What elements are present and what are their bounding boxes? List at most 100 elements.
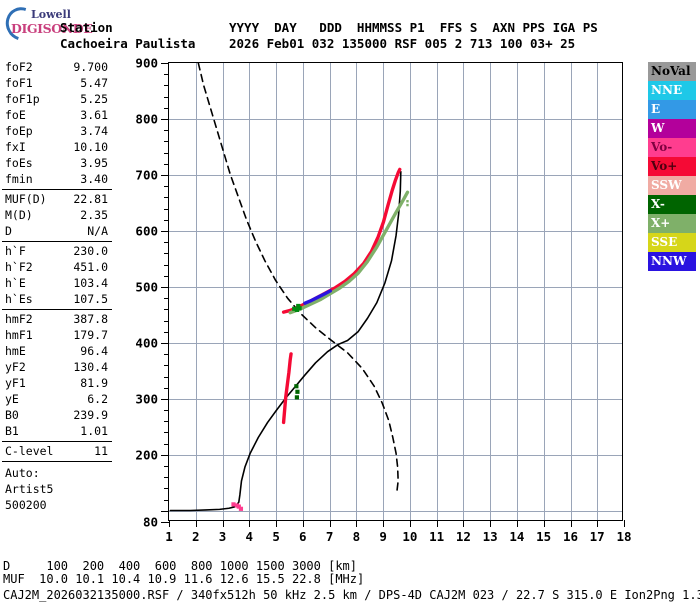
y-axis-label: 400 bbox=[135, 335, 158, 351]
legend-item-nne[interactable]: NNE bbox=[648, 81, 696, 100]
x-tick bbox=[597, 520, 599, 527]
parameter-value: 9.700 bbox=[73, 60, 108, 74]
x-tick bbox=[570, 520, 572, 527]
parameter-value: 1.01 bbox=[80, 424, 108, 438]
legend-item-e[interactable]: E bbox=[648, 100, 696, 119]
x-tick bbox=[249, 520, 251, 527]
x-axis-label: 17 bbox=[589, 529, 605, 544]
y-axis-label: 300 bbox=[135, 391, 158, 407]
y-tick-major bbox=[161, 119, 169, 120]
ionogram-plot[interactable]: 80 200 300 400 500 600 700 800 900 1 2 3 4 5 6 7 8 9 10 11… bbox=[135, 56, 631, 545]
x-axis-label: 18 bbox=[616, 529, 632, 544]
muf-row: M(D) 2.35 bbox=[2, 207, 112, 223]
parameter-value: 3.61 bbox=[80, 108, 108, 122]
profile-row: yF2 130.4 bbox=[2, 359, 112, 375]
gridline-horizontal bbox=[169, 454, 622, 456]
frequency-row: foEs 3.95 bbox=[2, 155, 112, 171]
y-tick-major bbox=[161, 230, 169, 232]
profile-row: hmF1 179.7 bbox=[2, 327, 112, 343]
frequency-row: fmin 3.40 bbox=[2, 171, 112, 187]
y-axis-label: 500 bbox=[135, 279, 158, 295]
parameter-value: 6.2 bbox=[87, 392, 108, 406]
y-axis-label: 900 bbox=[135, 55, 158, 71]
x-axis-label: 10 bbox=[402, 529, 418, 544]
profile-row: B0 239.9 bbox=[2, 407, 112, 423]
parameter-key: foE bbox=[5, 108, 26, 122]
x-tick bbox=[463, 520, 465, 527]
gridline-vertical bbox=[436, 63, 438, 520]
legend-item-vo[interactable]: Vo- bbox=[648, 138, 696, 157]
legend-item-x[interactable]: X+ bbox=[648, 214, 696, 233]
parameter-key: D bbox=[5, 224, 12, 238]
trace-f1-trace-green bbox=[294, 384, 300, 400]
parameter-key: hmE bbox=[5, 344, 26, 358]
y-tick-minor bbox=[164, 376, 169, 378]
parameter-key: h`F2 bbox=[5, 260, 33, 274]
legend-item-w[interactable]: W bbox=[648, 119, 696, 138]
x-tick bbox=[436, 520, 438, 527]
y-tick-minor bbox=[164, 275, 169, 277]
x-axis-label: 13 bbox=[482, 529, 498, 544]
logo-brand-top: Lowell bbox=[31, 8, 71, 21]
frequency-row: foF2 9.700 bbox=[2, 59, 112, 75]
x-axis-label: 4 bbox=[245, 529, 254, 544]
x-tick bbox=[195, 520, 197, 527]
legend-item-ssw[interactable]: SSW bbox=[648, 176, 696, 195]
parameter-key: yF2 bbox=[5, 360, 26, 374]
legend-item-nnw[interactable]: NNW bbox=[648, 252, 696, 271]
profile-row: B1 1.01 bbox=[2, 423, 112, 439]
legend-item-sse[interactable]: SSE bbox=[648, 233, 696, 252]
y-tick-minor bbox=[164, 443, 169, 445]
y-tick-major bbox=[161, 454, 169, 456]
x-axis-label: 9 bbox=[379, 529, 387, 544]
x-axis-label: 6 bbox=[299, 529, 307, 544]
x-tick bbox=[276, 520, 278, 527]
gridline-horizontal bbox=[169, 286, 622, 288]
lowell-digisonde-logo: Lowell DIGISONDE bbox=[0, 1, 108, 47]
trace-x-mode-f-trace bbox=[288, 190, 410, 315]
parameter-key: foF1 bbox=[5, 76, 33, 90]
gridline-horizontal bbox=[169, 398, 622, 400]
y-axis-label: 600 bbox=[135, 223, 158, 239]
virtual-height-row: h`E 103.4 bbox=[2, 275, 112, 291]
x-tick bbox=[409, 520, 411, 527]
x-axis-label: 2 bbox=[192, 529, 200, 544]
legend-item-noval[interactable]: NoVal bbox=[648, 62, 696, 81]
y-tick-minor bbox=[164, 432, 169, 434]
parameter-key: yF1 bbox=[5, 376, 26, 390]
parameter-value: 22.81 bbox=[73, 192, 108, 206]
x-axis-label: 12 bbox=[455, 529, 471, 544]
auto-line: Auto: bbox=[5, 466, 40, 480]
x-axis-label: 8 bbox=[352, 529, 361, 544]
parameter-value: 451.0 bbox=[73, 260, 108, 274]
x-tick bbox=[516, 520, 518, 527]
x-tick bbox=[356, 520, 358, 527]
y-tick-minor bbox=[164, 354, 169, 356]
x-tick bbox=[329, 520, 331, 527]
y-tick-minor bbox=[164, 152, 169, 154]
parameter-value: 96.4 bbox=[80, 344, 108, 358]
header-station-name: Cachoeira Paulista bbox=[60, 36, 196, 51]
gridline-vertical bbox=[516, 63, 518, 520]
legend-item-vo[interactable]: Vo+ bbox=[648, 157, 696, 176]
gridline-vertical bbox=[302, 63, 304, 520]
clevel-row: C-level 11 bbox=[2, 443, 112, 459]
legend-item-x[interactable]: X- bbox=[648, 195, 696, 214]
logo-brand-bottom: DIGISONDE bbox=[11, 21, 93, 36]
trace-electron-density-profile bbox=[169, 170, 402, 512]
x-axis-label: 5 bbox=[272, 529, 280, 544]
y-tick-minor bbox=[164, 208, 169, 210]
x-axis-label: 3 bbox=[218, 529, 227, 544]
gridline-vertical bbox=[249, 63, 251, 520]
footer-file-info: CAJ2M_2026032135000.RSF / 340fx512h 50 k… bbox=[3, 588, 700, 602]
profile-row: hmF2 387.8 bbox=[2, 311, 112, 327]
x-axis-label: 11 bbox=[429, 529, 445, 544]
parameter-key: hmF2 bbox=[5, 312, 33, 326]
gridline-horizontal bbox=[169, 342, 622, 344]
ionogram-traces bbox=[169, 63, 410, 512]
parameter-group-virtual-heights: h`F 230.0 h`F2 451.0 h`E 103.4 h`Es 107.5 bbox=[2, 242, 112, 310]
x-tick bbox=[543, 520, 545, 527]
y-tick-minor bbox=[164, 365, 169, 367]
parameter-key: hmF1 bbox=[5, 328, 33, 342]
